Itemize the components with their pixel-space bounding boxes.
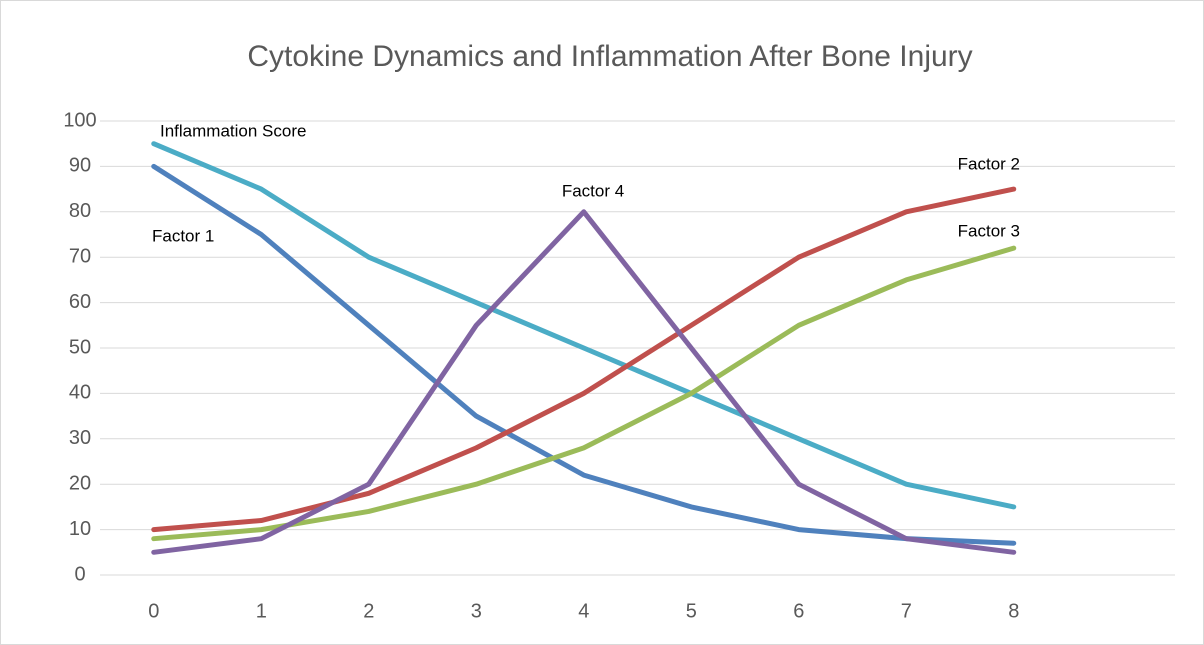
x-tick-label: 7 <box>901 600 912 622</box>
x-tick-label: 3 <box>471 600 482 622</box>
y-tick-label: 40 <box>69 382 91 404</box>
x-tick-label: 5 <box>686 600 697 622</box>
x-tick-label: 0 <box>148 600 159 622</box>
series-label: Factor 3 <box>958 221 1020 240</box>
x-tick-label: 1 <box>256 600 267 622</box>
y-tick-label: 10 <box>69 518 91 540</box>
series-label: Factor 1 <box>152 226 214 245</box>
x-tick-label: 8 <box>1008 600 1019 622</box>
chart-title: Cytokine Dynamics and Inflammation After… <box>247 40 972 73</box>
series-line <box>151 163 1017 546</box>
y-tick-label: 20 <box>69 472 91 494</box>
series-label: Factor 2 <box>958 154 1020 173</box>
x-tick-label: 6 <box>793 600 804 622</box>
y-tick-label: 30 <box>69 427 91 449</box>
series-label: Inflammation Score <box>160 121 306 140</box>
y-tick-label: 90 <box>69 155 91 177</box>
x-tick-label: 2 <box>363 600 374 622</box>
y-tick-label: 0 <box>74 563 85 585</box>
x-tick-label: 4 <box>578 600 589 622</box>
series-line <box>151 186 1017 533</box>
series-label: Factor 4 <box>562 181 624 200</box>
series-line <box>151 245 1017 542</box>
series-line <box>151 209 1017 555</box>
y-tick-label: 100 <box>63 109 96 131</box>
y-tick-label: 80 <box>69 200 91 222</box>
y-tick-label: 50 <box>69 336 91 358</box>
y-tick-label: 70 <box>69 245 91 267</box>
y-tick-label: 60 <box>69 291 91 313</box>
series-line <box>151 141 1017 510</box>
